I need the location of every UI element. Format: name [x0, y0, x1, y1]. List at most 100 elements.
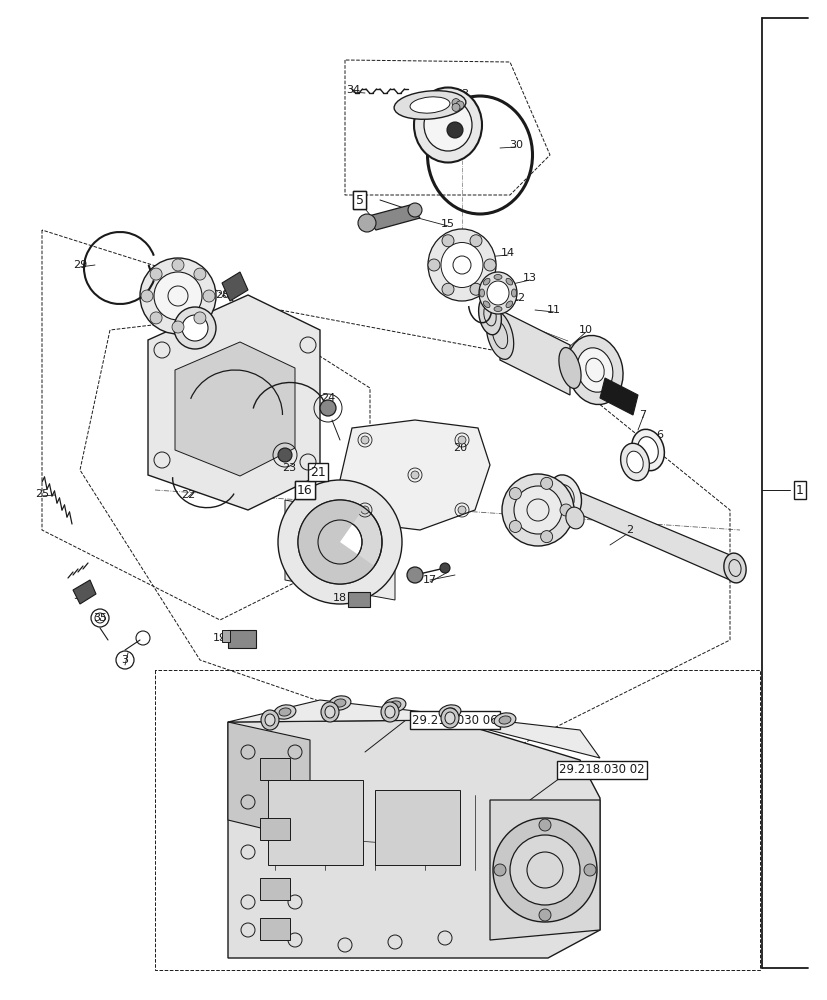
- Circle shape: [540, 477, 552, 489]
- Circle shape: [140, 258, 216, 334]
- Ellipse shape: [479, 289, 484, 297]
- Circle shape: [172, 259, 184, 271]
- Circle shape: [456, 101, 463, 109]
- Text: 3: 3: [122, 655, 128, 665]
- Text: 17: 17: [423, 575, 437, 585]
- Bar: [227, 630, 256, 648]
- Text: 23: 23: [282, 463, 296, 473]
- Circle shape: [470, 235, 481, 247]
- Ellipse shape: [565, 507, 583, 529]
- Text: 4: 4: [551, 515, 558, 525]
- Text: 7: 7: [638, 410, 646, 420]
- Circle shape: [361, 436, 369, 444]
- Text: 29.218.030 06: 29.218.030 06: [412, 714, 497, 726]
- Text: 5: 5: [356, 194, 364, 207]
- Ellipse shape: [514, 486, 562, 534]
- Ellipse shape: [261, 710, 279, 730]
- Ellipse shape: [438, 705, 461, 719]
- Ellipse shape: [428, 229, 495, 301]
- Circle shape: [509, 835, 579, 905]
- Circle shape: [361, 506, 369, 514]
- Circle shape: [194, 268, 206, 280]
- Ellipse shape: [631, 429, 663, 471]
- Circle shape: [410, 471, 418, 479]
- Circle shape: [509, 520, 521, 532]
- Ellipse shape: [511, 289, 516, 297]
- Circle shape: [457, 436, 466, 444]
- Ellipse shape: [499, 716, 510, 724]
- Text: 27: 27: [160, 283, 175, 293]
- Ellipse shape: [723, 553, 745, 583]
- Polygon shape: [174, 342, 294, 476]
- Circle shape: [150, 268, 162, 280]
- Circle shape: [442, 235, 453, 247]
- Bar: [260, 758, 289, 780]
- Ellipse shape: [483, 278, 490, 285]
- Ellipse shape: [620, 443, 648, 481]
- Text: 14: 14: [500, 248, 514, 258]
- Ellipse shape: [626, 451, 643, 473]
- Circle shape: [408, 203, 422, 217]
- Ellipse shape: [441, 708, 458, 728]
- Wedge shape: [298, 500, 374, 584]
- Circle shape: [154, 272, 202, 320]
- Polygon shape: [500, 310, 569, 395]
- Text: 33: 33: [455, 89, 468, 99]
- Text: 35: 35: [93, 613, 107, 623]
- Polygon shape: [600, 378, 638, 415]
- Text: 30: 30: [509, 140, 523, 150]
- Circle shape: [442, 283, 453, 295]
- Text: 29: 29: [73, 260, 87, 270]
- Ellipse shape: [414, 88, 481, 163]
- Circle shape: [407, 567, 423, 583]
- Circle shape: [141, 290, 153, 302]
- Ellipse shape: [328, 696, 351, 710]
- Circle shape: [559, 504, 571, 516]
- Ellipse shape: [274, 705, 295, 719]
- Text: 21: 21: [310, 466, 326, 479]
- Ellipse shape: [333, 699, 346, 707]
- Polygon shape: [227, 722, 309, 840]
- Text: 29.218.030 02: 29.218.030 02: [558, 763, 644, 776]
- Polygon shape: [148, 295, 319, 510]
- Circle shape: [318, 520, 361, 564]
- Text: 5: 5: [356, 194, 364, 207]
- Ellipse shape: [494, 306, 501, 312]
- Text: 32: 32: [448, 127, 462, 137]
- Text: 9: 9: [604, 365, 611, 375]
- Text: 10: 10: [578, 325, 592, 335]
- Ellipse shape: [409, 97, 449, 113]
- Polygon shape: [73, 580, 96, 604]
- Text: 31: 31: [433, 110, 447, 120]
- Circle shape: [509, 488, 521, 500]
- Text: 8: 8: [623, 390, 630, 400]
- Text: 15: 15: [441, 219, 455, 229]
- Ellipse shape: [380, 702, 399, 722]
- Polygon shape: [227, 700, 600, 758]
- Bar: [268, 780, 362, 865]
- Ellipse shape: [443, 708, 456, 716]
- Text: 2: 2: [626, 525, 633, 535]
- Ellipse shape: [174, 307, 216, 349]
- Circle shape: [538, 819, 550, 831]
- Bar: [260, 918, 289, 940]
- Ellipse shape: [558, 348, 581, 388]
- Text: 24: 24: [321, 393, 335, 403]
- Ellipse shape: [444, 712, 455, 724]
- Circle shape: [278, 448, 292, 462]
- Ellipse shape: [441, 242, 482, 288]
- Text: 13: 13: [523, 273, 537, 283]
- Ellipse shape: [505, 301, 512, 308]
- Circle shape: [319, 400, 336, 416]
- Text: 22: 22: [180, 490, 195, 500]
- Polygon shape: [340, 420, 490, 530]
- Text: 16: 16: [297, 484, 313, 496]
- Ellipse shape: [385, 706, 394, 718]
- Ellipse shape: [547, 475, 581, 519]
- Ellipse shape: [494, 274, 501, 279]
- Text: 28: 28: [215, 290, 229, 300]
- Circle shape: [492, 818, 596, 922]
- Text: 6: 6: [656, 430, 662, 440]
- Circle shape: [452, 103, 460, 111]
- Circle shape: [494, 864, 505, 876]
